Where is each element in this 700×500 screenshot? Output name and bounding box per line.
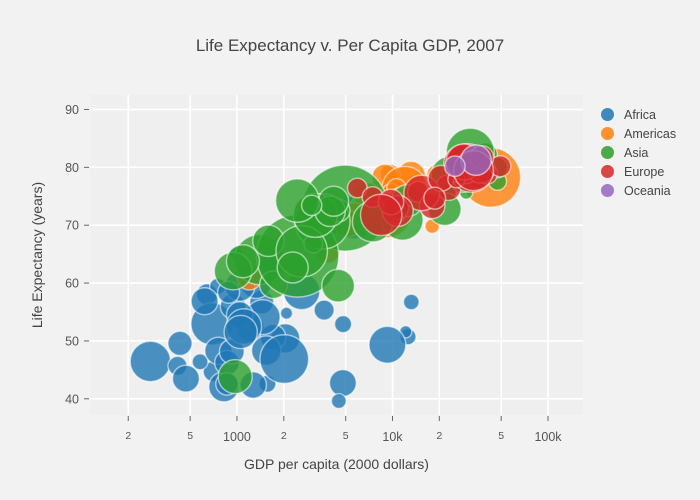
- bubble-niger[interactable]: [190, 286, 219, 316]
- x-tick-label-5000: 5: [343, 430, 349, 442]
- x-tick-label-2000: 2: [281, 430, 287, 442]
- x-tick-label-200: 2: [125, 430, 131, 442]
- y-tick-label-70: 70: [65, 219, 79, 233]
- legend-item-oceania[interactable]: Oceania: [601, 181, 676, 200]
- x-tick-label-500: 5: [187, 430, 193, 442]
- bubble-west-bank-and-gaza[interactable]: [300, 194, 323, 217]
- x-tick-label-10000: 10k: [382, 430, 403, 444]
- legend-swatch-europe: [601, 165, 614, 178]
- y-axis-title: Life Expectancy (years): [29, 181, 45, 329]
- x-tick-label-20000: 2: [436, 430, 442, 442]
- bubble-new-zealand[interactable]: [443, 155, 466, 178]
- bubble-australia[interactable]: [460, 144, 492, 177]
- legend-swatch-asia: [601, 146, 614, 159]
- bubble-afghanistan[interactable]: [217, 358, 253, 395]
- bubble-angola[interactable]: [328, 368, 358, 398]
- bubble-zimbabwe[interactable]: [171, 364, 201, 393]
- legend-label-oceania: Oceania: [624, 183, 671, 198]
- y-tick-label-50: 50: [65, 334, 79, 348]
- y-tick-label-60: 60: [65, 277, 79, 291]
- bubble-syria[interactable]: [317, 185, 350, 217]
- bubble-iraq[interactable]: [321, 268, 356, 303]
- y-tick-label-80: 80: [65, 161, 79, 175]
- bubble-nigeria[interactable]: [259, 334, 310, 385]
- x-tick-label-1000: 1000: [223, 430, 251, 444]
- legend-item-asia[interactable]: Asia: [601, 143, 676, 162]
- bubble-guinea-bissau[interactable]: [191, 353, 209, 371]
- bubble-yemen-rep[interactable]: [276, 251, 309, 284]
- legend: Africa Americas Asia Europe Oceania: [601, 105, 676, 200]
- bubble-south-africa[interactable]: [368, 325, 407, 364]
- bubble-uganda[interactable]: [223, 314, 259, 350]
- legend-label-africa: Africa: [624, 107, 656, 122]
- legend-label-europe: Europe: [624, 164, 665, 179]
- bubble-nepal[interactable]: [225, 243, 261, 279]
- bubble-congo-rep[interactable]: [313, 299, 335, 321]
- legend-label-asia: Asia: [624, 145, 649, 160]
- chart-title: Life Expectancy v. Per Capita GDP, 2007: [195, 36, 505, 55]
- bubble-turkey[interactable]: [359, 193, 403, 237]
- legend-swatch-americas: [601, 127, 614, 140]
- legend-item-europe[interactable]: Europe: [601, 162, 676, 181]
- x-tick-label-50000: 5: [498, 430, 504, 442]
- bubble-gabon[interactable]: [402, 293, 420, 311]
- y-tick-label-90: 90: [65, 103, 79, 117]
- x-axis-title: GDP per capita (2000 dollars): [244, 456, 429, 472]
- bubble-swaziland[interactable]: [330, 392, 347, 410]
- x-tick-label-100000: 100k: [534, 430, 562, 444]
- bubble-slovak-republic[interactable]: [423, 186, 447, 210]
- legend-swatch-oceania: [601, 184, 614, 197]
- bubble-namibia[interactable]: [333, 314, 353, 334]
- legend-item-americas[interactable]: Americas: [601, 124, 676, 143]
- legend-swatch-africa: [601, 108, 614, 121]
- bubble-congo-dem-rep[interactable]: [129, 340, 172, 383]
- bubble-djibouti[interactable]: [279, 306, 294, 320]
- y-tick-label-40: 40: [65, 392, 79, 406]
- legend-item-africa[interactable]: Africa: [601, 105, 676, 124]
- legend-label-americas: Americas: [624, 126, 677, 141]
- bubble-burundi[interactable]: [167, 330, 193, 357]
